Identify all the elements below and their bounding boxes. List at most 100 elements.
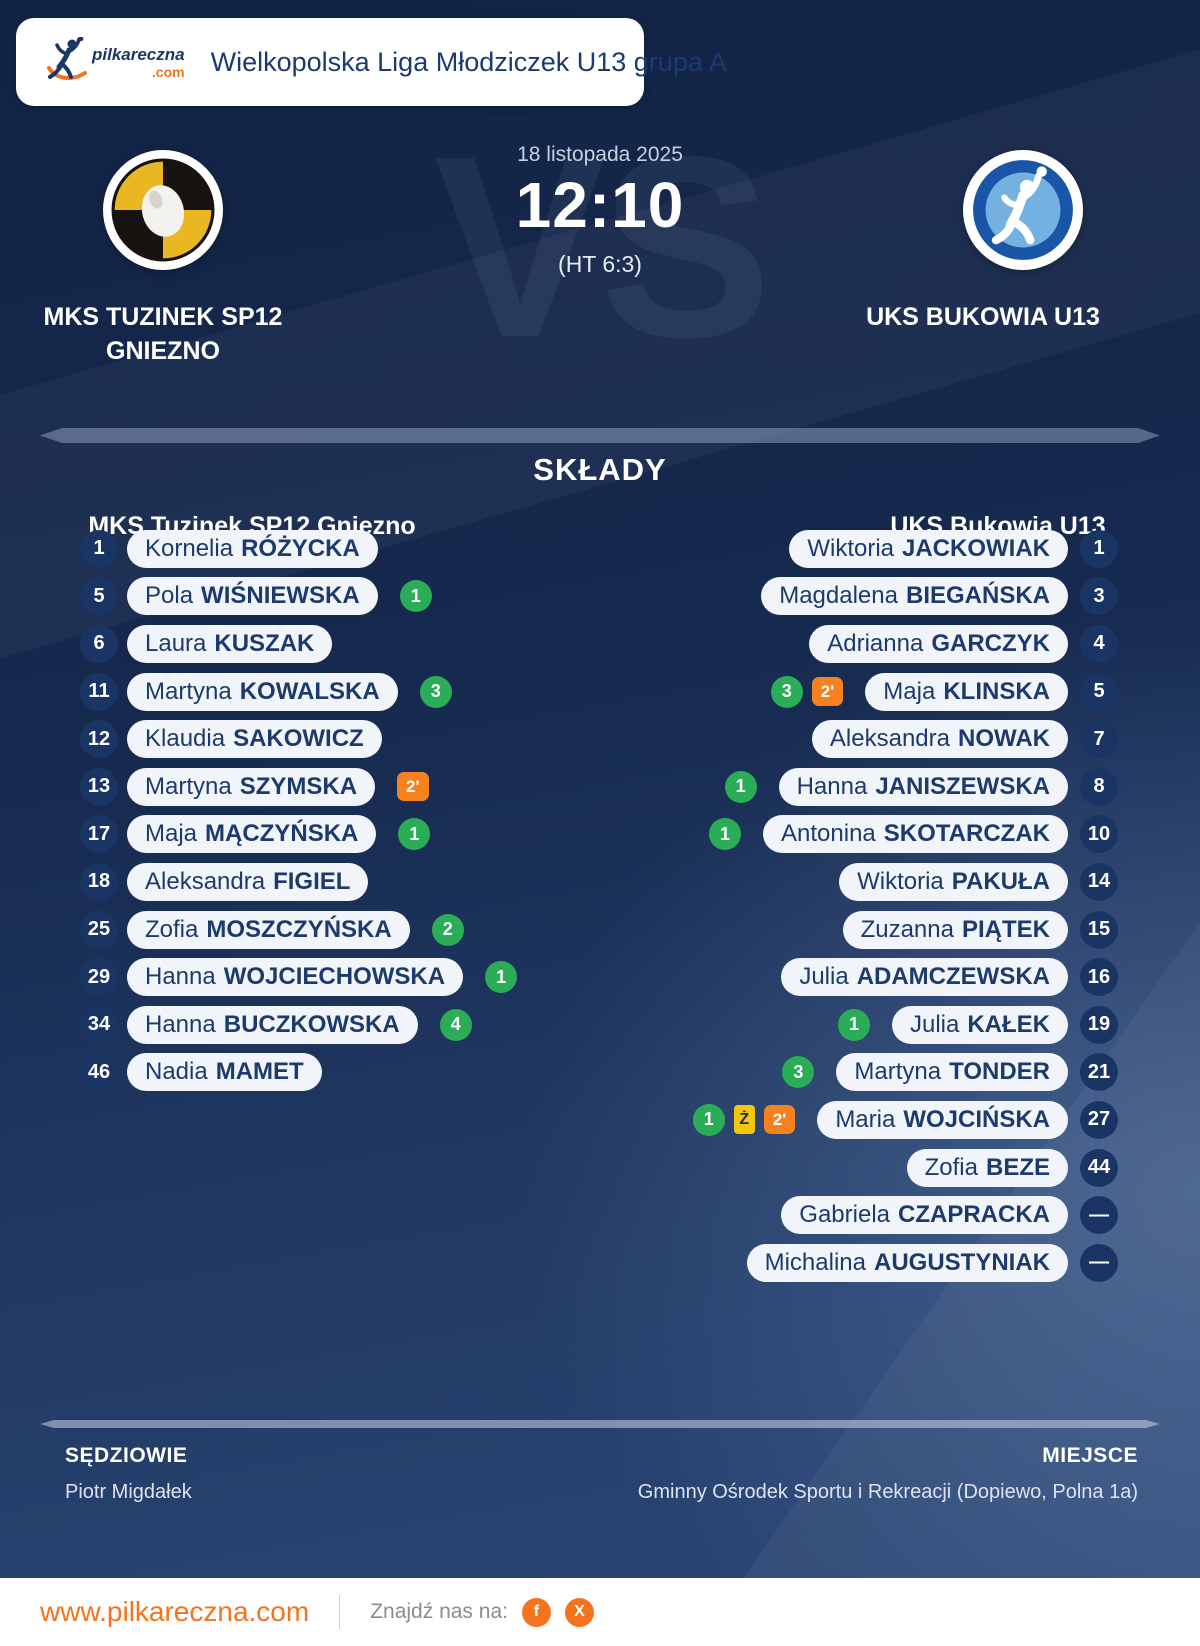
goals-badge: 1 <box>709 818 742 851</box>
player-number: 1 <box>80 529 118 568</box>
player-first-name: Hanna <box>796 772 868 800</box>
player-pill: Kornelia RÓŻYCKA <box>127 529 378 568</box>
player-row: 3 2' Maja KLINSKA 5 <box>770 668 1118 716</box>
player-pill: Wiktoria PAKUŁA <box>839 862 1068 901</box>
referees-label: SĘDZIOWIE <box>65 1444 188 1467</box>
player-pill: Antonina SKOTARCZAK <box>763 815 1068 854</box>
player-number: 8 <box>1080 767 1118 806</box>
player-row: 1 Hanna JANISZEWSKA 8 <box>724 763 1118 811</box>
player-first-name: Hanna <box>145 1010 216 1038</box>
player-first-name: Wiktoria <box>807 534 894 562</box>
player-row: 6 Laura KUSZAK <box>80 620 333 668</box>
player-last-name: JANISZEWSKA <box>875 772 1050 800</box>
player-first-name: Julia <box>909 1010 960 1038</box>
player-last-name: WOJCIŃSKA <box>903 1105 1050 1133</box>
player-last-name: SZYMSKA <box>239 772 358 800</box>
player-last-name: PAKUŁA <box>951 867 1050 895</box>
logo-tld: .com <box>151 63 185 80</box>
x-icon[interactable]: X <box>564 1597 594 1627</box>
player-row: 1 Julia KAŁEK 19 <box>837 1001 1118 1049</box>
goals-badge: 1 <box>837 1008 870 1041</box>
player-first-name: Martyna <box>145 677 232 705</box>
player-number: 21 <box>1080 1053 1118 1092</box>
player-row: 12 Klaudia SAKOWICZ <box>80 715 382 763</box>
away-team-name: UKS BUKOWIA U13 <box>823 300 1143 334</box>
player-pill: Magdalena BIEGAŃSKA <box>761 577 1068 616</box>
player-row: 25 Zofia MOSZCZYŃSKA 2 <box>80 906 464 954</box>
player-last-name: ADAMCZEWSKA <box>856 963 1050 991</box>
venue-value: Gminny Ośrodek Sportu i Rekreacji (Dopie… <box>637 1481 1138 1503</box>
player-number: 10 <box>1080 815 1118 854</box>
player-pill: Nadia MAMET <box>127 1053 322 1092</box>
player-pill: Zofia BEZE <box>906 1148 1068 1187</box>
player-number: 1 <box>1080 529 1118 568</box>
match-score: 12:10 <box>515 169 685 241</box>
player-number: 12 <box>80 720 118 759</box>
goals-badge: 1 <box>398 818 431 851</box>
player-row: 5 Pola WIŚNIEWSKA 1 <box>80 573 432 621</box>
goals-badge: 1 <box>399 580 432 613</box>
player-first-name: Nadia <box>145 1058 208 1086</box>
suspension-badge: 2' <box>763 1105 796 1135</box>
venue-label: MIEJSCE <box>1042 1444 1138 1467</box>
player-row: 1 Antonina SKOTARCZAK 10 <box>709 811 1118 859</box>
player-row: Gabriela CZAPRACKA — <box>781 1191 1118 1239</box>
player-pill: Martyna KOWALSKA <box>127 672 398 711</box>
player-first-name: Maria <box>835 1105 896 1133</box>
player-last-name: SKOTARCZAK <box>883 820 1050 848</box>
player-first-name: Zofia <box>145 915 199 943</box>
player-last-name: KUSZAK <box>214 629 315 657</box>
player-number: 34 <box>80 1005 118 1044</box>
player-last-name: RÓŻYCKA <box>241 534 360 562</box>
player-pill: Martyna SZYMSKA <box>127 767 376 806</box>
player-pill: Julia KAŁEK <box>891 1005 1068 1044</box>
player-number: 29 <box>80 958 118 997</box>
player-number: 25 <box>80 910 118 949</box>
player-number: 16 <box>1080 958 1118 997</box>
player-number: 3 <box>1080 577 1118 616</box>
player-pill: Laura KUSZAK <box>127 624 333 663</box>
logo-name: pilkareczna <box>92 44 185 64</box>
player-first-name: Zofia <box>924 1153 978 1181</box>
match-date: 18 listopada 2025 <box>517 143 683 166</box>
player-pill: Maja KLINSKA <box>865 672 1068 711</box>
player-pill: Michalina AUGUSTYNIAK <box>746 1243 1068 1282</box>
player-pill: Hanna JANISZEWSKA <box>778 767 1068 806</box>
player-number: 5 <box>1080 672 1118 711</box>
player-row: Magdalena BIEGAŃSKA 3 <box>761 573 1118 621</box>
goals-badge: 1 <box>692 1103 725 1136</box>
handball-player-icon <box>46 35 90 88</box>
player-number: 13 <box>80 767 118 806</box>
player-row: 34 Hanna BUCZKOWSKA 4 <box>80 1001 472 1049</box>
player-last-name: WOJCIECHOWSKA <box>223 963 446 991</box>
home-team-logo <box>103 150 223 270</box>
player-last-name: NOWAK <box>958 725 1050 753</box>
home-team-name: MKS TUZINEK SP12 GNIEZNO <box>0 300 326 368</box>
player-first-name: Pola <box>145 582 194 610</box>
player-pill: Zuzanna PIĄTEK <box>842 910 1068 949</box>
player-row: Michalina AUGUSTYNIAK — <box>746 1239 1118 1287</box>
player-last-name: GARCZYK <box>931 629 1050 657</box>
player-last-name: WIŚNIEWSKA <box>201 582 360 610</box>
player-first-name: Martyna <box>145 772 232 800</box>
away-player-list: Wiktoria JACKOWIAK 1 Magdalena BIEGAŃSKA 3 Adr… <box>692 525 1118 1287</box>
suspension-badge: 2' <box>397 772 429 802</box>
home-team-name-line2: GNIEZNO <box>106 337 220 365</box>
player-pill: Maja MĄCZYŃSKA <box>127 815 377 854</box>
halftime-score: (HT 6:3) <box>558 251 642 277</box>
goals-badge: 2 <box>431 913 464 946</box>
website-link[interactable]: www.pilkareczna.com <box>40 1596 310 1627</box>
match-center-block: 18 listopada 2025 12:10 (HT 6:3) <box>400 143 800 278</box>
league-header-card: pilkareczna .com Wielkopolska Liga Młodz… <box>16 18 727 106</box>
player-first-name: Gabriela <box>799 1201 890 1229</box>
facebook-icon[interactable]: f <box>521 1597 551 1627</box>
player-last-name: BEZE <box>985 1153 1050 1181</box>
referees-block: SĘDZIOWIE Piotr Migdałek <box>65 1444 192 1504</box>
player-row: 29 Hanna WOJCIECHOWSKA 1 <box>80 953 518 1001</box>
player-number: — <box>1080 1196 1118 1235</box>
player-row: 13 Martyna SZYMSKA 2' <box>80 763 429 811</box>
goals-badge: 3 <box>770 675 803 708</box>
player-number: 4 <box>1080 624 1118 663</box>
player-first-name: Martyna <box>854 1058 942 1086</box>
player-row: 46 Nadia MAMET <box>80 1049 322 1097</box>
